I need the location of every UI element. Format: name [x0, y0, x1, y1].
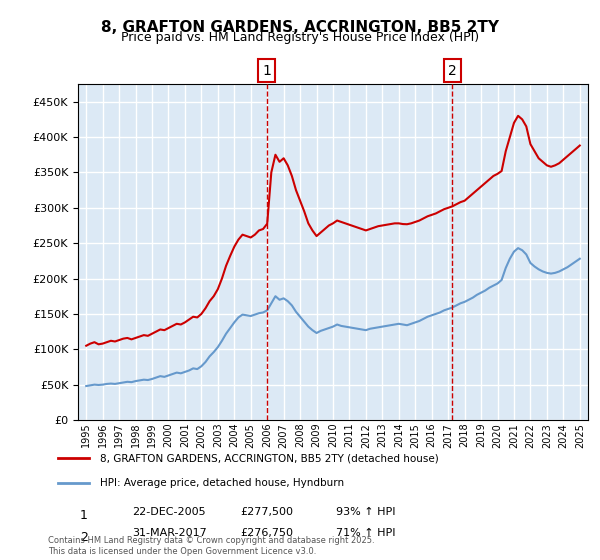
Text: £276,750: £276,750 — [240, 529, 293, 539]
Text: 1: 1 — [262, 64, 271, 78]
Text: £277,500: £277,500 — [240, 507, 293, 517]
Text: 2: 2 — [448, 64, 457, 78]
Text: 2: 2 — [80, 530, 88, 544]
Text: 71% ↑ HPI: 71% ↑ HPI — [336, 529, 395, 539]
Text: Contains HM Land Registry data © Crown copyright and database right 2025.
This d: Contains HM Land Registry data © Crown c… — [48, 536, 374, 556]
Text: 22-DEC-2005: 22-DEC-2005 — [132, 507, 206, 517]
Text: 93% ↑ HPI: 93% ↑ HPI — [336, 507, 395, 517]
Text: 31-MAR-2017: 31-MAR-2017 — [132, 529, 207, 539]
Text: HPI: Average price, detached house, Hyndburn: HPI: Average price, detached house, Hynd… — [100, 478, 344, 488]
Text: Price paid vs. HM Land Registry's House Price Index (HPI): Price paid vs. HM Land Registry's House … — [121, 31, 479, 44]
Text: 1: 1 — [80, 509, 88, 522]
Text: 8, GRAFTON GARDENS, ACCRINGTON, BB5 2TY (detached house): 8, GRAFTON GARDENS, ACCRINGTON, BB5 2TY … — [100, 453, 439, 463]
Text: 8, GRAFTON GARDENS, ACCRINGTON, BB5 2TY: 8, GRAFTON GARDENS, ACCRINGTON, BB5 2TY — [101, 20, 499, 35]
